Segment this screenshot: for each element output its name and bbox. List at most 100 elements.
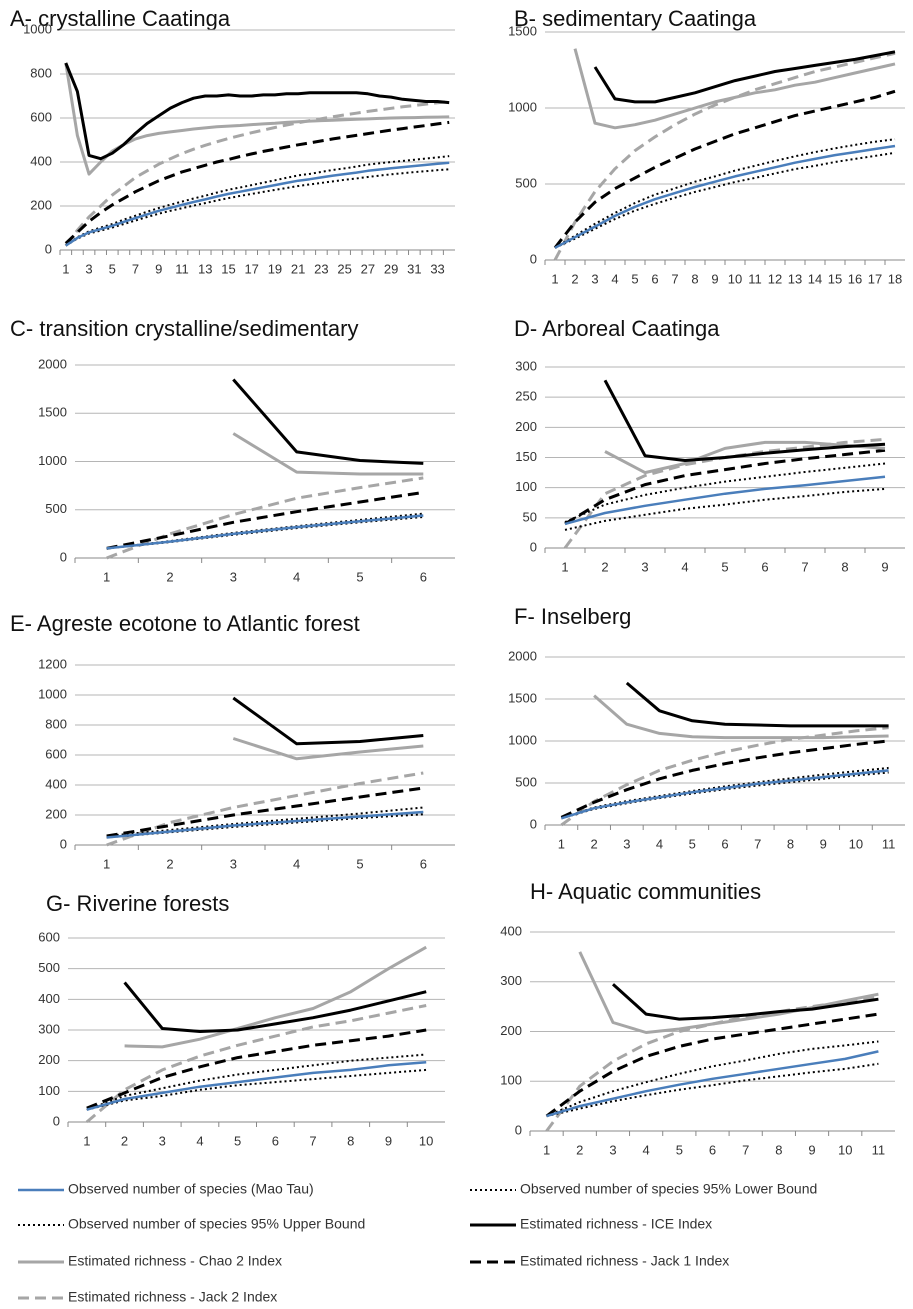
series-line [593, 694, 889, 740]
y-tick-label: 100 [500, 1073, 522, 1088]
series-line [546, 1050, 879, 1118]
series-line [232, 696, 424, 746]
series-line [554, 138, 896, 249]
y-tick-label: 1000 [38, 453, 67, 468]
chart-title: C- transition crystalline/sedimentary [10, 316, 358, 341]
x-tick-label: 1 [62, 261, 69, 276]
series-line [593, 50, 896, 104]
x-tick-label: 1 [103, 856, 110, 871]
chart-title: B- sedimentary Caatinga [514, 6, 757, 31]
y-tick-label: 2000 [38, 356, 67, 371]
x-tick-label: 5 [676, 1142, 683, 1157]
series-line [232, 432, 424, 476]
x-tick-label: 15 [828, 271, 842, 286]
x-tick-label: 31 [407, 261, 421, 276]
x-tick-label: 1 [551, 271, 558, 286]
legend-label: Estimated richness - Chao 2 Index [68, 1253, 282, 1269]
series-line [564, 448, 886, 526]
chart-title: G- Riverine forests [46, 891, 229, 916]
series-line [64, 62, 450, 161]
x-tick-label: 5 [234, 1133, 241, 1148]
series-line [86, 1053, 427, 1111]
y-tick-label: 500 [515, 774, 537, 789]
x-tick-label: 6 [272, 1133, 279, 1148]
series-line [553, 89, 896, 249]
x-tick-label: 11 [748, 271, 762, 286]
series-line [232, 378, 424, 465]
x-tick-label: 1 [558, 836, 565, 851]
x-tick-label: 14 [808, 271, 822, 286]
series-line [553, 51, 896, 261]
series-line [578, 951, 879, 1034]
series-line [85, 1004, 427, 1124]
x-tick-label: 2 [571, 271, 578, 286]
x-tick-label: 11 [175, 261, 189, 276]
x-tick-label: 19 [268, 261, 282, 276]
y-tick-label: 1500 [508, 23, 537, 38]
x-tick-label: 27 [361, 261, 375, 276]
y-tick-label: 1000 [508, 99, 537, 114]
x-tick-label: 9 [808, 1142, 815, 1157]
series-line [106, 490, 424, 550]
x-tick-label: 11 [882, 836, 896, 851]
series-line [106, 786, 424, 838]
y-tick-label: 1000 [23, 21, 52, 36]
x-tick-label: 10 [728, 271, 742, 286]
x-tick-label: 2 [121, 1133, 128, 1148]
series-line [560, 726, 889, 827]
y-tick-label: 200 [30, 197, 52, 212]
legend-label: Estimated richness - Jack 2 Index [68, 1289, 277, 1305]
x-tick-label: 3 [609, 1142, 616, 1157]
series-line [564, 462, 886, 524]
x-tick-label: 9 [711, 271, 718, 286]
x-tick-label: 5 [631, 271, 638, 286]
y-tick-label: 200 [500, 1023, 522, 1038]
x-tick-label: 7 [309, 1133, 316, 1148]
x-tick-label: 9 [385, 1133, 392, 1148]
x-tick-label: 4 [196, 1133, 203, 1148]
x-tick-label: 6 [420, 856, 427, 871]
x-tick-label: 2 [590, 836, 597, 851]
chart-title: F- Inselberg [514, 604, 631, 629]
x-tick-label: 11 [872, 1142, 886, 1157]
x-tick-label: 8 [347, 1133, 354, 1148]
x-tick-label: 8 [841, 559, 848, 574]
x-tick-label: 4 [681, 559, 688, 574]
series-line [560, 739, 889, 819]
x-tick-label: 10 [419, 1133, 433, 1148]
y-tick-label: 100 [38, 1083, 60, 1098]
series-line [64, 120, 450, 245]
x-tick-label: 5 [356, 569, 363, 584]
legend-label: Observed number of species (Mao Tau) [68, 1181, 314, 1197]
y-tick-label: 300 [500, 973, 522, 988]
series-line [64, 100, 450, 247]
x-tick-label: 7 [754, 836, 761, 851]
x-tick-label: 23 [314, 261, 328, 276]
x-tick-label: 10 [849, 836, 863, 851]
legend-label: Observed number of species 95% Upper Bou… [68, 1216, 365, 1232]
x-tick-label: 6 [761, 559, 768, 574]
x-tick-label: 3 [230, 856, 237, 871]
x-tick-label: 6 [721, 836, 728, 851]
y-tick-label: 0 [53, 1113, 60, 1128]
series-line [64, 62, 450, 176]
x-tick-label: 33 [430, 261, 444, 276]
y-tick-label: 1000 [508, 732, 537, 747]
y-tick-label: 400 [38, 991, 60, 1006]
x-tick-label: 4 [293, 569, 300, 584]
x-tick-label: 18 [888, 271, 902, 286]
x-tick-label: 3 [623, 836, 630, 851]
series-line [604, 440, 886, 475]
series-line [65, 161, 450, 247]
y-tick-label: 200 [38, 1052, 60, 1067]
x-tick-label: 29 [384, 261, 398, 276]
x-tick-label: 5 [689, 836, 696, 851]
y-tick-label: 300 [515, 358, 537, 373]
x-tick-label: 5 [721, 559, 728, 574]
series-line [611, 983, 879, 1021]
x-tick-label: 13 [788, 271, 802, 286]
x-tick-label: 21 [291, 261, 305, 276]
x-tick-label: 13 [198, 261, 212, 276]
y-tick-label: 400 [45, 776, 67, 791]
x-tick-label: 1 [103, 569, 110, 584]
